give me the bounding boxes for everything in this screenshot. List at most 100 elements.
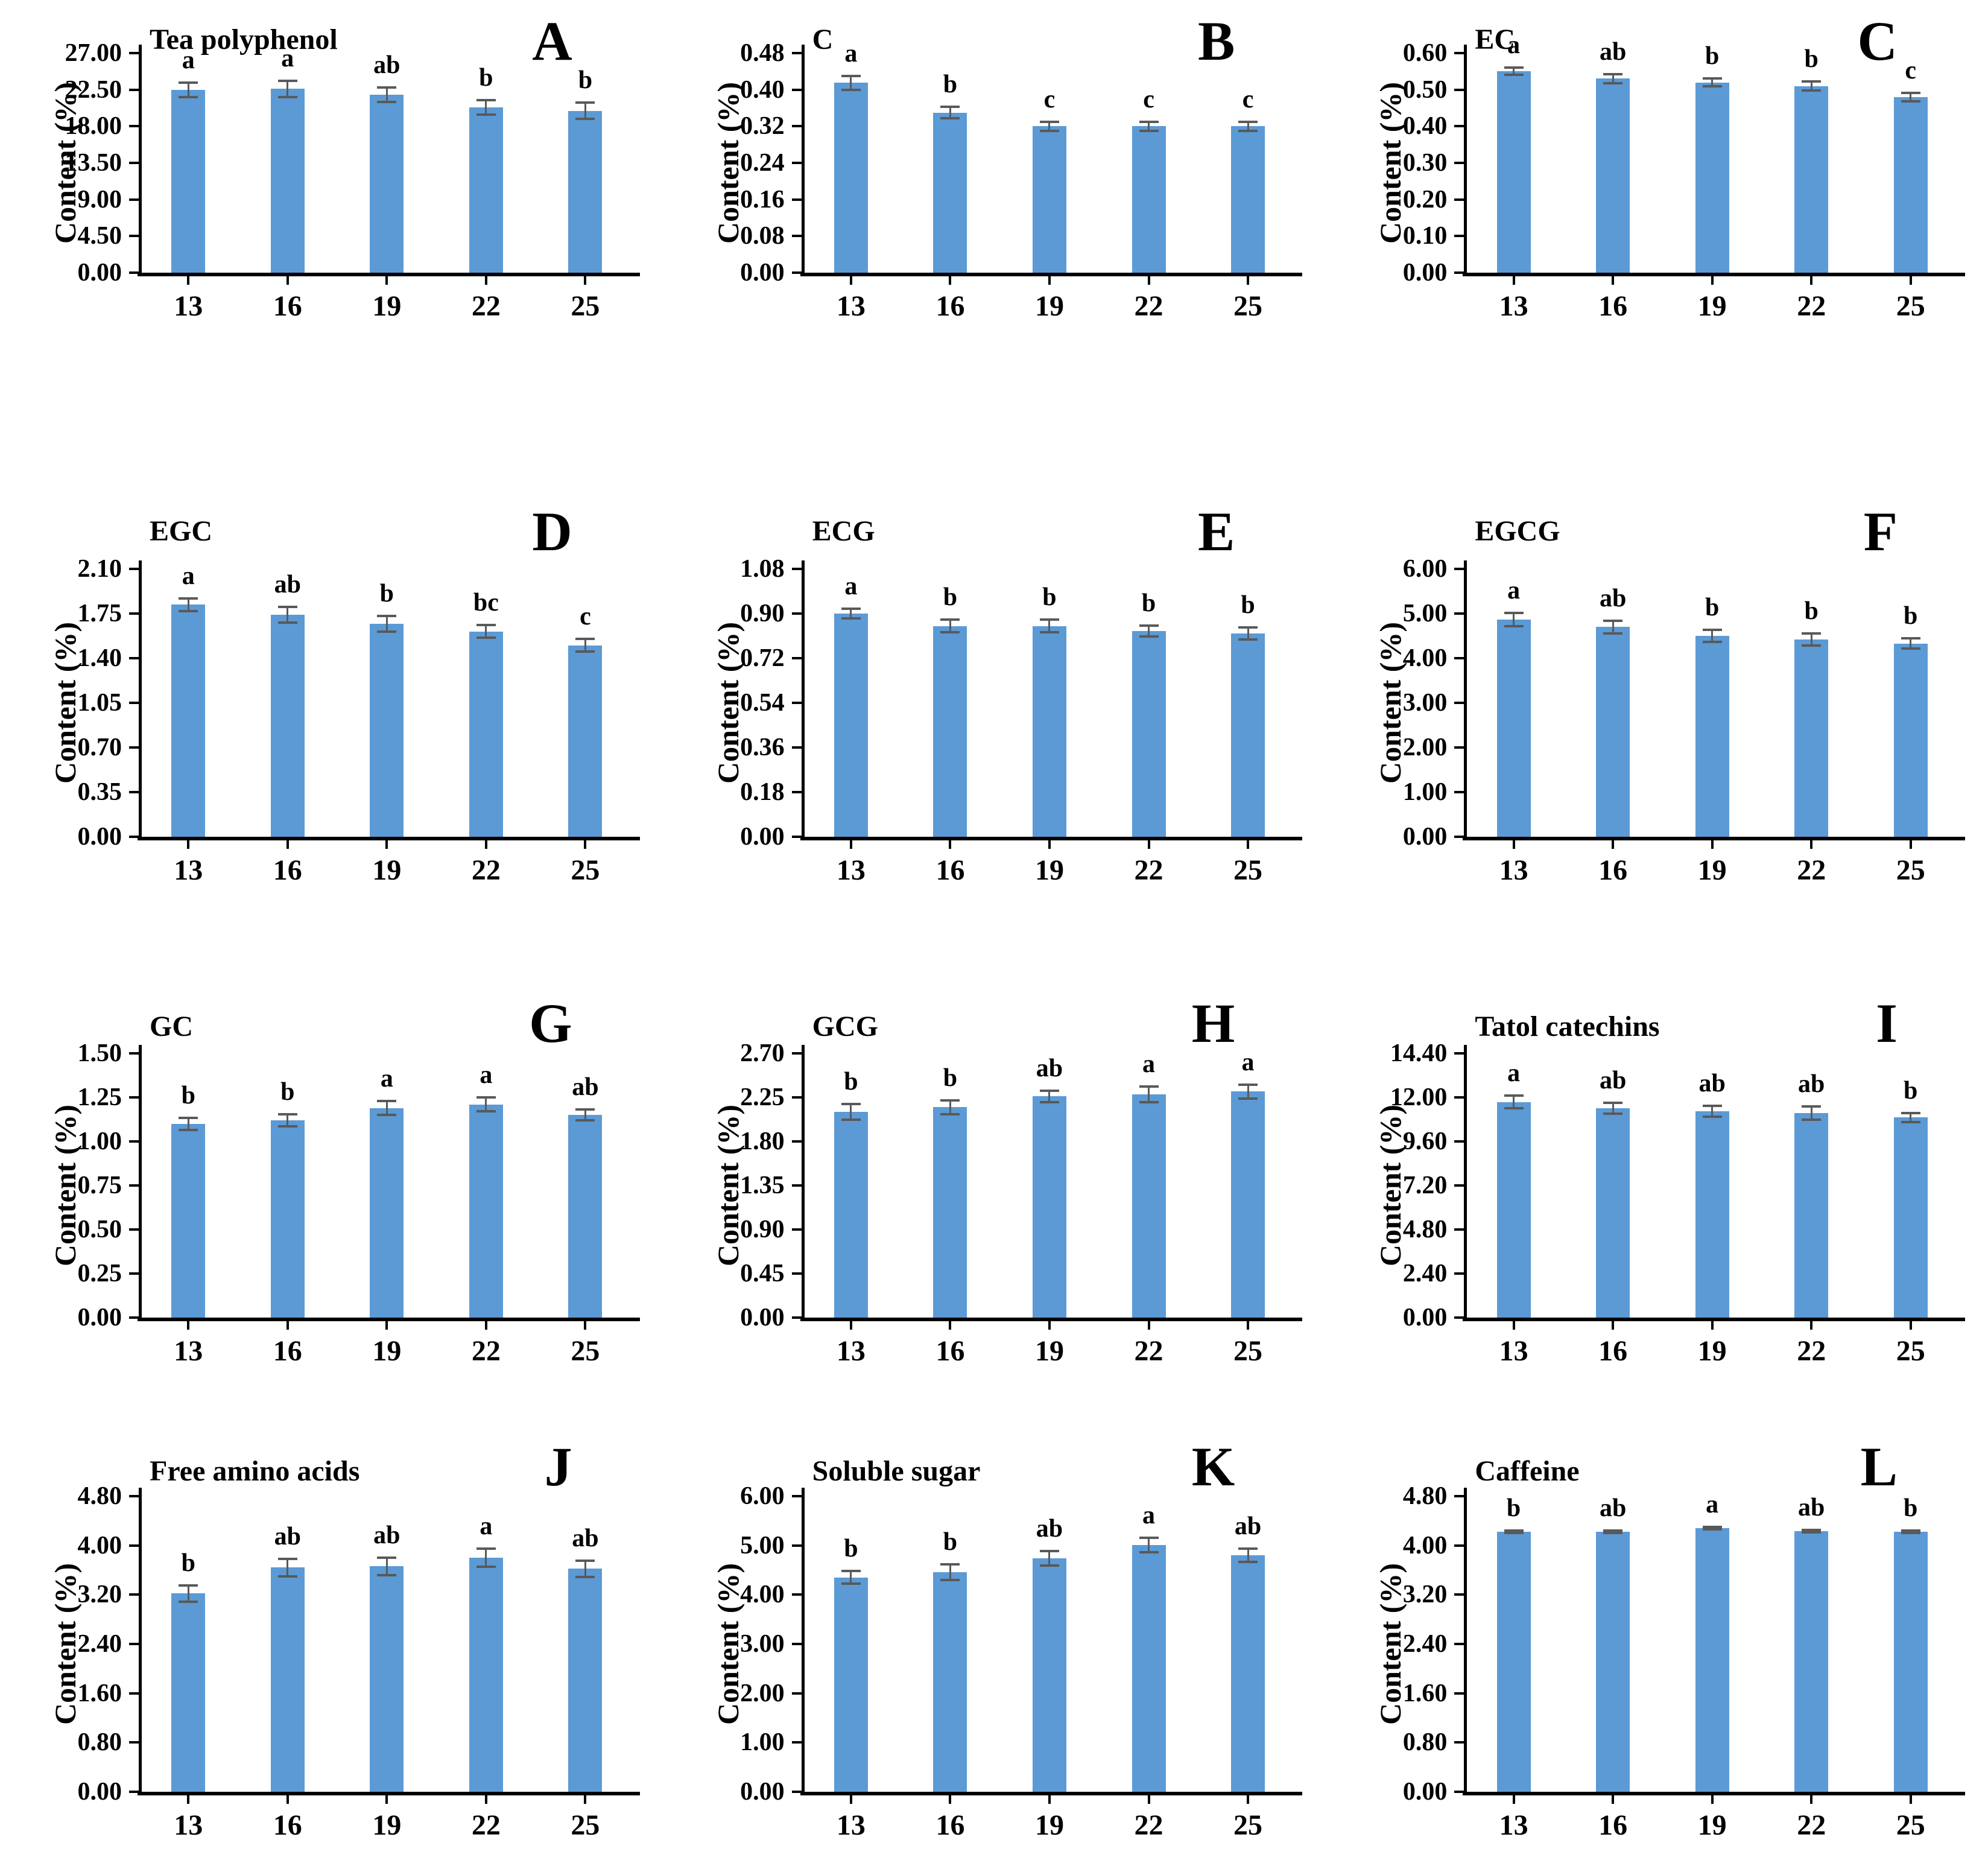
bar-25: [1231, 1555, 1265, 1792]
y-tick-mark: [1454, 88, 1464, 91]
error-bar-line: [1612, 1103, 1614, 1114]
panel-letter: C: [1857, 10, 1898, 72]
y-tick-label: 2.40: [1402, 1630, 1448, 1658]
error-bar-cap-bottom: [1802, 1531, 1822, 1534]
y-tick-label: 0.80: [77, 1728, 122, 1757]
y-tick-mark: [129, 1184, 139, 1187]
y-tick-label: 0.20: [1402, 185, 1448, 214]
x-tick-label: 19: [1697, 1809, 1727, 1841]
y-tick-label: 6.00: [740, 1482, 785, 1510]
y-tick-label: 3.00: [1402, 689, 1448, 717]
error-bar-line: [1910, 638, 1912, 649]
significance-letter: c: [1905, 56, 1917, 84]
significance-letter: b: [1904, 601, 1918, 630]
error-bar-cap-bottom: [575, 118, 595, 121]
error-bar-line: [584, 639, 586, 652]
error-bar-cap-top: [1504, 611, 1524, 614]
x-axis-line: [1463, 1318, 1965, 1321]
bar-22: [1132, 1544, 1166, 1792]
bar-19: [1695, 636, 1729, 837]
x-tick-mark: [286, 840, 289, 849]
bar-22: [1794, 1112, 1829, 1318]
y-tick-mark: [129, 1272, 139, 1275]
x-tick-mark: [1247, 840, 1250, 849]
panel-letter: D: [532, 501, 572, 562]
x-tick-mark: [1711, 276, 1714, 285]
error-bar-cap-bottom: [476, 113, 496, 116]
y-tick-label: 5.00: [740, 1531, 785, 1560]
y-tick-mark: [129, 702, 139, 704]
error-bar-line: [850, 1104, 852, 1120]
bar-19: [1032, 626, 1066, 837]
y-tick-mark: [791, 1272, 802, 1275]
significance-letter: b: [1141, 589, 1156, 617]
error-bar-cap-top: [1802, 632, 1822, 635]
x-tick-mark: [1247, 276, 1250, 285]
error-bar-cap-top: [1039, 120, 1059, 123]
x-tick-label: 13: [1499, 1335, 1528, 1367]
bar-19: [370, 1108, 404, 1318]
bar-19: [1695, 1528, 1729, 1792]
error-bar-cap-top: [277, 606, 297, 609]
error-bar-cap-bottom: [1238, 129, 1258, 132]
y-tick-label: 1.05: [77, 689, 122, 717]
x-tick-mark: [1612, 1321, 1615, 1330]
y-tick-label: 0.00: [740, 823, 785, 851]
bar-16: [933, 1572, 967, 1792]
panel-title: GC: [150, 1011, 193, 1042]
panel-h: H GCG Content (%) 0.00 0.45 0.90 1.35 1.80 2.25 2…: [663, 935, 1326, 1406]
error-bar-cap-top: [476, 1096, 496, 1099]
significance-letter: ab: [373, 1522, 400, 1550]
y-tick-mark: [791, 1140, 802, 1143]
error-bar-cap-bottom: [1603, 81, 1623, 84]
significance-letter: b: [181, 1081, 195, 1109]
y-tick-label: 1.80: [740, 1128, 785, 1155]
error-bar-line: [1148, 1537, 1150, 1553]
y-tick-label: 4.00: [1402, 644, 1448, 672]
bar-22: [1132, 1094, 1166, 1318]
y-tick-label: 12.00: [1390, 1084, 1448, 1111]
significance-letter: a: [1706, 1491, 1719, 1519]
panel-title: Tatol catechins: [1475, 1011, 1660, 1042]
x-axis-line: [800, 1318, 1303, 1321]
bar-13: [834, 614, 868, 837]
y-axis-line: [1464, 560, 1467, 837]
bar-16: [933, 1107, 967, 1318]
x-tick-mark: [484, 1321, 487, 1330]
error-bar-cap-bottom: [1901, 1121, 1920, 1124]
error-bar-cap-top: [1603, 73, 1623, 76]
error-bar-cap-top: [575, 1108, 595, 1111]
bar-13: [834, 1112, 868, 1318]
x-tick-label: 13: [174, 1335, 203, 1367]
significance-letter: c: [1043, 85, 1056, 113]
bar-25: [568, 1115, 603, 1318]
significance-letter: ab: [1599, 584, 1627, 612]
x-tick-label: 16: [273, 1809, 302, 1841]
error-bar-cap-top: [1702, 1526, 1722, 1529]
error-bar-cap-top: [1139, 1085, 1159, 1088]
error-bar-cap-bottom: [1039, 1101, 1059, 1104]
error-bar-cap-top: [841, 74, 861, 77]
error-bar-line: [187, 82, 189, 97]
x-tick-mark: [484, 840, 487, 849]
significance-letter: ab: [1599, 38, 1627, 66]
error-bar-line: [850, 75, 852, 90]
x-axis-line: [800, 1792, 1303, 1795]
error-bar-line: [1711, 78, 1714, 86]
error-bar-line: [1513, 1531, 1515, 1534]
x-tick-mark: [1512, 276, 1515, 285]
x-tick-mark: [484, 276, 487, 285]
y-tick-label: 0.00: [1402, 259, 1448, 287]
y-tick-mark: [1454, 702, 1464, 704]
significance-letter: c: [1143, 85, 1154, 113]
y-tick-label: 0.30: [1402, 149, 1448, 177]
y-tick-mark: [129, 791, 139, 793]
significance-letter: b: [1042, 583, 1057, 612]
significance-letter: b: [379, 580, 394, 608]
significance-letter: b: [844, 1068, 858, 1096]
error-bar-line: [949, 1100, 951, 1114]
y-tick-label: 4.00: [77, 1531, 122, 1560]
y-tick-label: 0.90: [740, 600, 785, 627]
y-tick-label: 0.50: [1402, 75, 1448, 104]
y-tick-mark: [1454, 1741, 1464, 1744]
